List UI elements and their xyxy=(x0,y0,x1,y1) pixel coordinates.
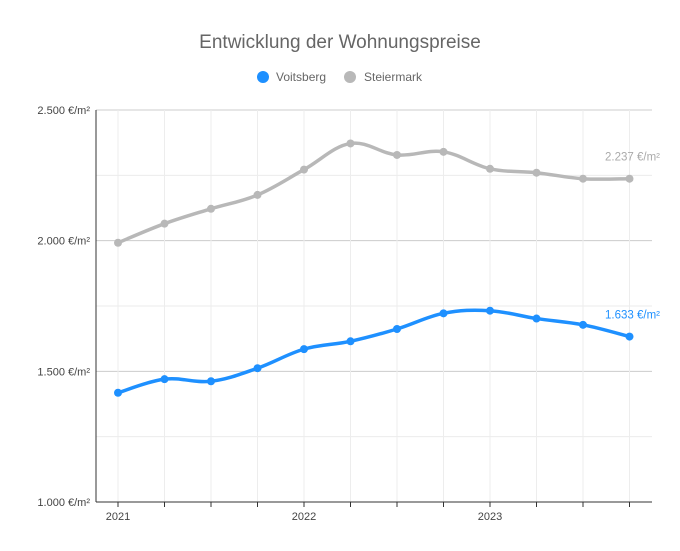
y-tick-label: 2.000 €/m² xyxy=(37,236,90,248)
x-tick-label: 2022 xyxy=(292,511,316,523)
data-point-steiermark[interactable] xyxy=(625,174,634,183)
x-tick-label: 2023 xyxy=(478,511,502,523)
gridlines xyxy=(96,109,652,503)
series-line-voitsberg xyxy=(116,308,632,395)
data-point-steiermark[interactable] xyxy=(346,139,355,148)
data-point-voitsberg[interactable] xyxy=(253,364,262,373)
y-tick-label: 1.000 €/m² xyxy=(37,497,90,509)
x-tick-label: 2021 xyxy=(106,511,130,523)
y-tick-label: 2.500 €/m² xyxy=(37,105,90,117)
legend-swatch-voitsberg xyxy=(257,71,269,83)
data-point-steiermark[interactable] xyxy=(532,168,541,177)
data-point-steiermark[interactable] xyxy=(439,147,448,156)
legend-swatch-steiermark xyxy=(344,71,356,83)
series-voitsberg xyxy=(114,306,634,397)
end-labels: 2.237 €/m² 1.633 €/m² xyxy=(605,152,660,322)
data-point-voitsberg[interactable] xyxy=(486,306,494,315)
data-point-voitsberg[interactable] xyxy=(114,388,122,397)
data-point-voitsberg[interactable] xyxy=(393,324,401,333)
data-point-voitsberg[interactable] xyxy=(207,377,215,386)
end-label-steiermark: 2.237 €/m² xyxy=(605,152,660,164)
legend-item-steiermark[interactable]: Steiermark xyxy=(344,70,423,84)
data-point-voitsberg[interactable] xyxy=(625,332,634,341)
series-line-steiermark xyxy=(116,141,632,245)
data-point-voitsberg[interactable] xyxy=(346,337,355,346)
data-point-steiermark[interactable] xyxy=(393,150,401,159)
series-steiermark xyxy=(114,139,634,247)
y-tick-label: 1.500 €/m² xyxy=(37,366,90,378)
data-point-steiermark[interactable] xyxy=(160,219,169,228)
data-point-steiermark[interactable] xyxy=(114,238,122,247)
data-point-steiermark[interactable] xyxy=(579,174,587,183)
legend: Voitsberg Steiermark xyxy=(257,70,423,84)
data-point-voitsberg[interactable] xyxy=(579,320,587,329)
data-point-steiermark[interactable] xyxy=(300,165,308,174)
series-layer xyxy=(114,139,634,397)
legend-label-voitsberg: Voitsberg xyxy=(276,70,326,84)
data-point-steiermark[interactable] xyxy=(253,190,262,199)
data-point-steiermark[interactable] xyxy=(207,204,215,213)
data-point-voitsberg[interactable] xyxy=(532,314,541,323)
data-point-voitsberg[interactable] xyxy=(439,309,448,318)
x-axis: 2021 2022 2023 xyxy=(96,501,652,523)
chart-title: Entwicklung der Wohnungspreise xyxy=(199,32,481,53)
end-label-voitsberg: 1.633 €/m² xyxy=(605,310,660,322)
y-axis: 1.000 €/m² 1.500 €/m² 2.000 €/m² 2.500 €/m² xyxy=(37,105,97,509)
data-point-voitsberg[interactable] xyxy=(300,345,308,354)
legend-item-voitsberg[interactable]: Voitsberg xyxy=(257,70,326,84)
data-point-steiermark[interactable] xyxy=(486,164,494,173)
data-point-voitsberg[interactable] xyxy=(160,375,169,384)
legend-label-steiermark: Steiermark xyxy=(364,70,423,84)
